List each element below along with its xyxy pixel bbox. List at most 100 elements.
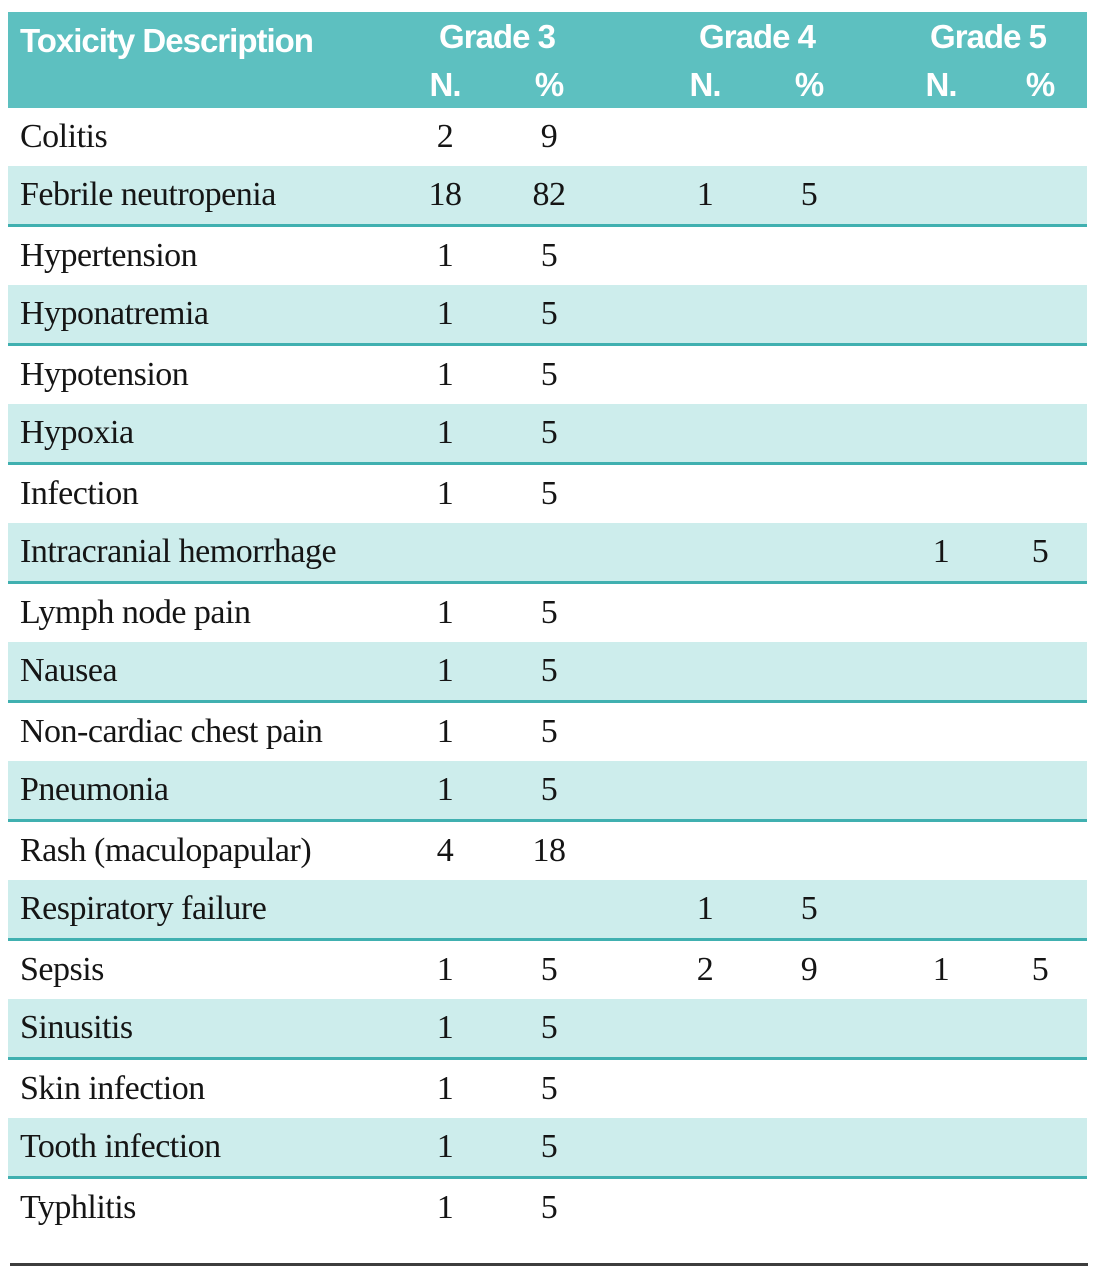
table-row: Febrile neutropenia 18 82 1 5	[8, 166, 1087, 227]
grade5-pct-cell: 5	[1031, 951, 1049, 988]
table-row: Hypotension 1 5	[8, 345, 1087, 405]
table-row: Hyponatremia 1 5	[8, 285, 1087, 346]
grade5-n-cell: 1	[932, 951, 950, 988]
grade3-pct-cell: 5	[497, 285, 601, 346]
row-spacer	[601, 1059, 653, 1119]
grade4-pct-cell	[757, 999, 861, 1060]
toxicity-name-cell: Respiratory failure	[8, 880, 393, 941]
subheader-grade4-n: N.	[653, 62, 757, 108]
grade4-pct-cell	[757, 464, 861, 524]
row-spacer	[861, 642, 889, 703]
row-spacer	[861, 108, 889, 166]
row-spacer	[601, 821, 653, 881]
grade4-n-cell	[653, 999, 757, 1060]
row-spacer	[601, 999, 653, 1060]
row-spacer	[861, 583, 889, 643]
grade3-n-cell: 1	[436, 475, 454, 512]
table-row: Skin infection 1 5	[8, 1059, 1087, 1119]
grade5-pct-cell	[993, 999, 1087, 1060]
grade3-n-cell: 1	[436, 951, 454, 988]
grade4-pct-cell	[757, 404, 861, 465]
row-spacer	[601, 285, 653, 346]
toxicity-name-cell: Rash (maculopapular)	[20, 832, 312, 869]
grade4-pct-cell	[757, 1178, 861, 1238]
grade3-n-cell: 1	[393, 404, 497, 465]
subheader-grade5-pct: %	[993, 62, 1087, 108]
grade3-n-cell: 1	[393, 642, 497, 703]
grade4-n-cell	[653, 1118, 757, 1179]
col-header-grade-3: Grade 3	[393, 12, 601, 62]
toxicity-name-cell: Febrile neutropenia	[8, 166, 393, 227]
row-spacer	[861, 1118, 889, 1179]
grade4-pct-cell	[757, 1118, 861, 1179]
grade4-n-cell	[653, 285, 757, 346]
row-spacer	[601, 404, 653, 465]
toxicity-name-cell: Tooth infection	[8, 1118, 393, 1179]
grade5-n-cell	[889, 226, 993, 286]
table-row: Sepsis 1 5 2 9 1 5	[8, 940, 1087, 1000]
grade3-n-cell: 1	[436, 594, 454, 631]
row-spacer	[861, 940, 889, 1000]
grade3-pct-cell	[497, 880, 601, 941]
row-spacer	[861, 404, 889, 465]
grade5-pct-cell	[993, 166, 1087, 227]
grade5-n-cell	[889, 999, 993, 1060]
row-spacer	[601, 1118, 653, 1179]
subheader-grade5-n: N.	[889, 62, 993, 108]
toxicity-table: Toxicity Description Grade 3 Grade 4 Gra…	[8, 12, 1087, 1237]
grade3-pct-cell: 5	[497, 642, 601, 703]
toxicity-name-cell: Hyponatremia	[8, 285, 393, 346]
grade3-n-cell: 1	[393, 999, 497, 1060]
row-spacer	[601, 1178, 653, 1238]
grade4-n-cell: 1	[653, 880, 757, 941]
subheader-grade4-pct: %	[757, 62, 861, 108]
row-spacer	[861, 821, 889, 881]
table-body: Colitis 2 9 Febrile neutropenia 18 82 1 …	[8, 108, 1087, 1237]
grade4-n-cell	[653, 1059, 757, 1119]
toxicity-name-cell: Colitis	[20, 118, 108, 155]
row-spacer	[601, 642, 653, 703]
grade4-pct-cell	[757, 761, 861, 822]
grade5-pct-cell	[993, 761, 1087, 822]
grade5-n-cell	[889, 821, 993, 881]
grade3-n-cell: 2	[436, 118, 454, 155]
row-spacer	[601, 464, 653, 524]
grade4-pct-cell	[757, 583, 861, 643]
grade5-n-cell	[889, 761, 993, 822]
toxicity-name-cell: Skin infection	[20, 1070, 205, 1107]
row-spacer	[601, 702, 653, 762]
grade4-n-cell	[653, 523, 757, 584]
grade5-pct-cell	[993, 583, 1087, 643]
toxicity-name-cell: Sepsis	[20, 951, 104, 988]
grade3-pct-cell: 5	[540, 713, 558, 750]
row-spacer	[601, 761, 653, 822]
grade5-n-cell	[889, 166, 993, 227]
grade4-n-cell	[653, 821, 757, 881]
grade3-pct-cell: 5	[540, 1070, 558, 1107]
table-row: Respiratory failure 1 5	[8, 880, 1087, 941]
grade3-pct-cell: 5	[497, 999, 601, 1060]
toxicity-name-cell: Infection	[20, 475, 139, 512]
grade5-n-cell	[889, 880, 993, 941]
header-spacer	[601, 12, 653, 62]
row-spacer	[601, 523, 653, 584]
grade4-pct-cell	[757, 702, 861, 762]
grade3-pct-cell: 18	[532, 832, 567, 869]
table-row: Intracranial hemorrhage 1 5	[8, 523, 1087, 584]
grade3-n-cell	[393, 523, 497, 584]
grade5-n-cell	[889, 108, 993, 166]
grade5-n-cell	[889, 464, 993, 524]
grade4-n-cell	[653, 464, 757, 524]
table-row: Non-cardiac chest pain 1 5	[8, 702, 1087, 762]
grade5-pct-cell	[993, 1178, 1087, 1238]
row-spacer	[601, 880, 653, 941]
grade5-n-cell	[889, 702, 993, 762]
grade5-n-cell: 1	[889, 523, 993, 584]
grade3-pct-cell: 5	[540, 356, 558, 393]
grade4-pct-cell	[757, 108, 861, 166]
toxicity-name-cell: Lymph node pain	[20, 594, 251, 631]
grade5-pct-cell	[993, 821, 1087, 881]
grade4-n-cell	[653, 404, 757, 465]
grade4-n-cell	[653, 702, 757, 762]
